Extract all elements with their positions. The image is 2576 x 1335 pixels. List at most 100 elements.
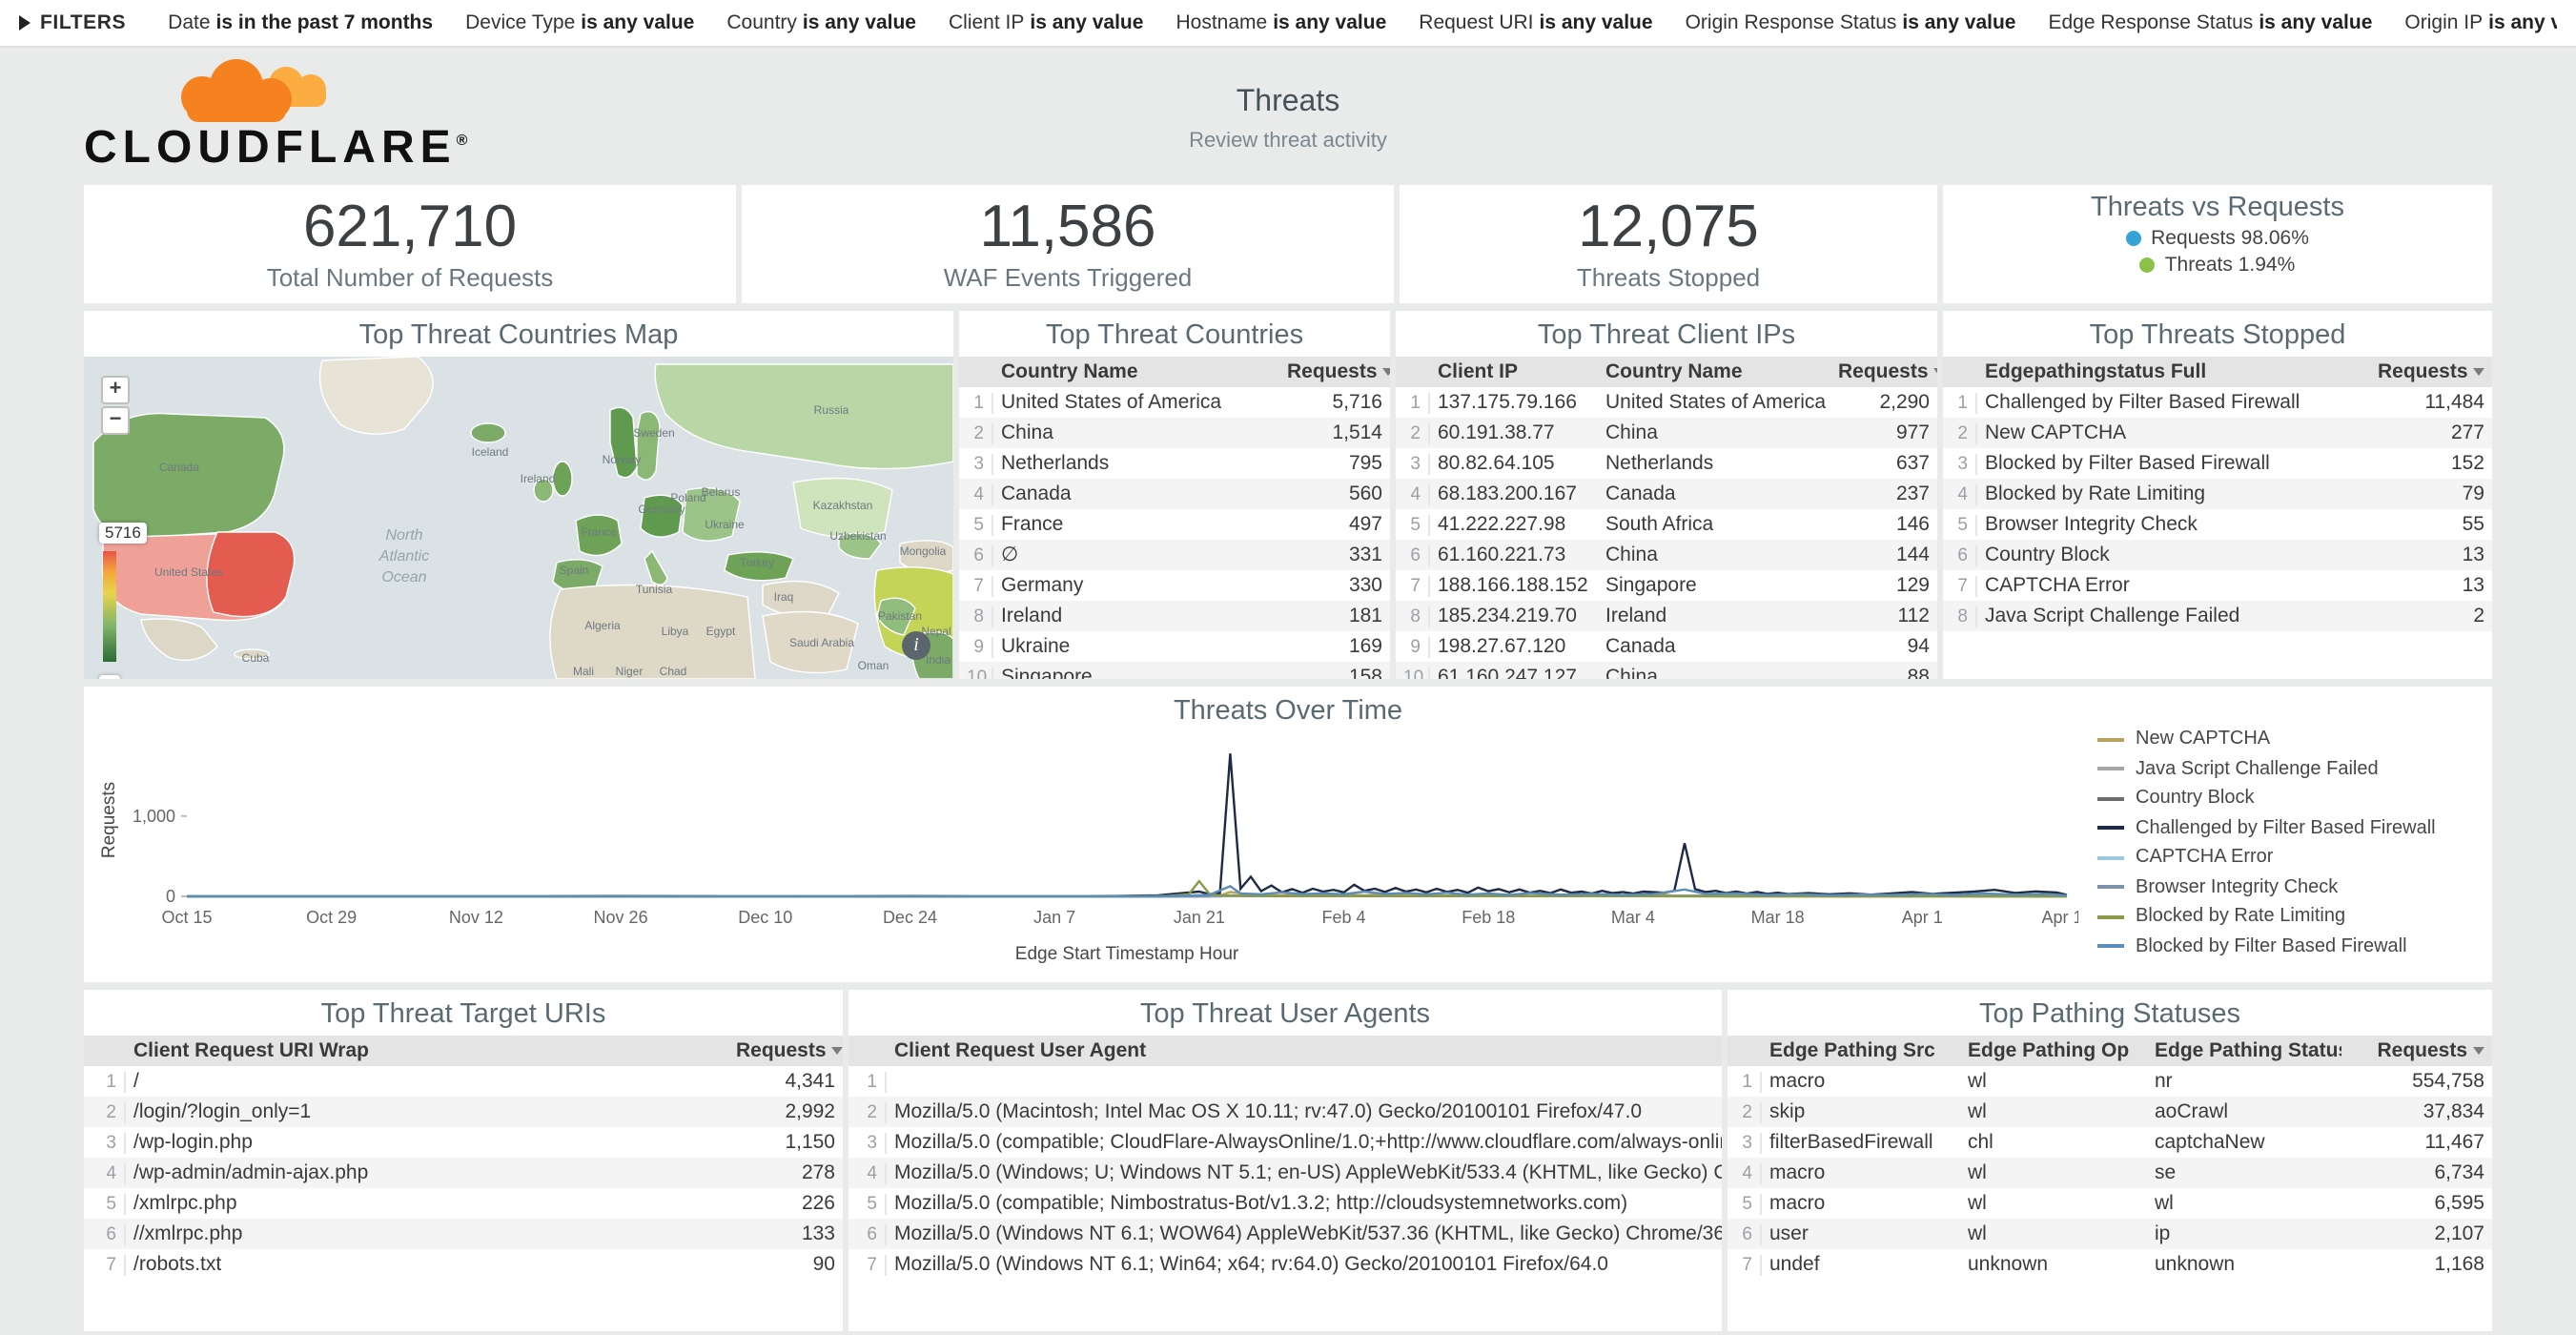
legend-item[interactable]: Blocked by Rate Limiting: [2097, 907, 2481, 928]
map-info-icon[interactable]: i: [902, 631, 930, 660]
legend-item[interactable]: Requests 98.06%: [2126, 227, 2309, 250]
threats-chart-svg[interactable]: 0 1,000 Oct 15 Oct 29 Nov 12 Nov 26 Dec 10 Dec …: [95, 732, 2078, 965]
table-row[interactable]: 1 137.175.79.166 United States of Americ…: [1396, 387, 1937, 418]
requests-sort-header[interactable]: Requests: [1830, 360, 1937, 383]
filter-chip[interactable]: Edge Response Status is any value: [2049, 11, 2373, 34]
requests-sort-header[interactable]: Requests: [2370, 360, 2492, 383]
legend-line-icon: [2097, 826, 2124, 831]
table-row[interactable]: 6 Country Block 13: [1943, 540, 2492, 570]
legend-item[interactable]: Browser Integrity Check: [2097, 877, 2481, 898]
table-row[interactable]: 3 Netherlands 795: [959, 448, 1390, 479]
filter-chip[interactable]: Device Type is any value: [465, 11, 694, 34]
requests-sort-header[interactable]: Requests: [728, 1039, 843, 1062]
map-zoom-control: + −: [101, 376, 130, 435]
zoom-in-button[interactable]: +: [101, 376, 130, 404]
requests-cell: 88: [1907, 666, 1930, 679]
table-row[interactable]: 4 /wp-admin/admin-ajax.php 278: [84, 1158, 843, 1188]
svg-text:0: 0: [166, 887, 175, 906]
table-row[interactable]: 5 Browser Integrity Check 55: [1943, 509, 2492, 540]
zoom-out-button[interactable]: −: [101, 406, 130, 435]
legend-label: Country Block: [2136, 788, 2255, 810]
table-row[interactable]: 1: [848, 1066, 1722, 1097]
filter-bar: FILTERS Date is in the past 7 months Dev…: [0, 0, 2576, 48]
legend-item[interactable]: Threats 1.94%: [2139, 254, 2295, 277]
table-row[interactable]: 9 198.27.67.120 Canada 94: [1396, 631, 1937, 662]
filter-chip[interactable]: Date is in the past 7 months: [168, 11, 433, 34]
country-name-cell: South Africa: [1605, 513, 1714, 536]
column-header: Country Name: [1605, 360, 1743, 383]
table-row[interactable]: 9 Ukraine 169: [959, 631, 1390, 662]
legend-item[interactable]: Challenged by Filter Based Firewall: [2097, 818, 2481, 839]
table-row[interactable]: 6 Mozilla/5.0 (Windows NT 6.1; WOW64) Ap…: [848, 1219, 1722, 1249]
table-row[interactable]: 6 //xmlrpc.php 133: [84, 1219, 843, 1249]
table-row[interactable]: 4 macro wl se 6,734: [1728, 1158, 2492, 1188]
legend-item[interactable]: CAPTCHA Error: [2097, 848, 2481, 869]
table-row[interactable]: 8 185.234.219.70 Ireland 112: [1396, 601, 1937, 631]
row-number: 6: [1396, 544, 1430, 565]
filter-field: Origin IP: [2404, 11, 2484, 34]
table-row[interactable]: 8 Java Script Challenge Failed 2: [1943, 601, 2492, 631]
legend-item[interactable]: New CAPTCHA: [2097, 729, 2481, 750]
legend-item[interactable]: Country Block: [2097, 789, 2481, 810]
tile-title: Top Threat User Agents: [1139, 999, 1431, 1030]
table-row[interactable]: 10 Singapore 158: [959, 662, 1390, 679]
filter-chip[interactable]: Request URI is any value: [1419, 11, 1652, 34]
table-row[interactable]: 5 Mozilla/5.0 (compatible; Nimbostratus-…: [848, 1188, 1722, 1219]
table-row[interactable]: 3 /wp-login.php 1,150: [84, 1127, 843, 1158]
filter-chip[interactable]: Hostname is any value: [1176, 11, 1386, 34]
map-label: Egypt: [706, 625, 736, 638]
table-row[interactable]: 8 Ireland 181: [959, 601, 1390, 631]
kpi-waf-events[interactable]: 11,586 WAF Events Triggered: [742, 185, 1394, 303]
table-row[interactable]: 5 France 497: [959, 509, 1390, 540]
table-row[interactable]: 1 Challenged by Filter Based Firewall 11…: [1943, 387, 2492, 418]
kpi-value: 12,075: [1578, 192, 1759, 259]
table-row[interactable]: 7 /robots.txt 90: [84, 1249, 843, 1280]
legend-item[interactable]: Blocked by Filter Based Firewall: [2097, 936, 2481, 957]
table-row[interactable]: 6 user wl ip 2,107: [1728, 1219, 2492, 1249]
table-row[interactable]: 2 /login/?login_only=1 2,992: [84, 1097, 843, 1127]
table-row[interactable]: 10 61.160.247.127 China 88: [1396, 662, 1937, 679]
table-row[interactable]: 4 68.183.200.167 Canada 237: [1396, 479, 1937, 509]
table-row[interactable]: 5 /xmlrpc.php 226: [84, 1188, 843, 1219]
requests-cell: 278: [801, 1161, 835, 1184]
table-row[interactable]: 2 New CAPTCHA 277: [1943, 418, 2492, 448]
table-row[interactable]: 7 Germany 330: [959, 570, 1390, 601]
kpi-total-requests[interactable]: 621,710 Total Number of Requests: [84, 185, 736, 303]
table-row[interactable]: 1 / 4,341: [84, 1066, 843, 1097]
filters-toggle[interactable]: FILTERS: [19, 11, 126, 34]
legend-item[interactable]: Java Script Challenge Failed: [2097, 759, 2481, 780]
table-row[interactable]: 2 China 1,514: [959, 418, 1390, 448]
filter-chip[interactable]: Origin IP is any value: [2404, 11, 2557, 34]
table-row[interactable]: 7 Mozilla/5.0 (Windows NT 6.1; Win64; x6…: [848, 1249, 1722, 1280]
table-row[interactable]: 4 Blocked by Rate Limiting 79: [1943, 479, 2492, 509]
country-name-cell: Singapore: [1605, 574, 1697, 597]
world-map[interactable]: Canada United States Cuba Iceland Ireland Nor…: [84, 356, 953, 679]
table-row[interactable]: 2 skip wl aoCrawl 37,834: [1728, 1097, 2492, 1127]
requests-sort-header[interactable]: Requests: [2341, 1039, 2492, 1062]
table-row[interactable]: 7 CAPTCHA Error 13: [1943, 570, 2492, 601]
country-name-cell: Canada: [1605, 635, 1676, 658]
table-row[interactable]: 4 Mozilla/5.0 (Windows; U; Windows NT 5.…: [848, 1158, 1722, 1188]
filter-field: Device Type: [465, 11, 576, 34]
table-row[interactable]: 2 Mozilla/5.0 (Macintosh; Intel Mac OS X…: [848, 1097, 1722, 1127]
table-row[interactable]: 1 macro wl nr 554,758: [1728, 1066, 2492, 1097]
table-row[interactable]: 7 undef unknown unknown 1,168: [1728, 1249, 2492, 1280]
table-row[interactable]: 2 60.191.38.77 China 977: [1396, 418, 1937, 448]
table-row[interactable]: 3 Blocked by Filter Based Firewall 152: [1943, 448, 2492, 479]
table-row[interactable]: 3 80.82.64.105 Netherlands 637: [1396, 448, 1937, 479]
table-row[interactable]: 1 United States of America 5,716: [959, 387, 1390, 418]
requests-sort-header[interactable]: Requests: [1279, 360, 1390, 383]
table-row[interactable]: 3 Mozilla/5.0 (compatible; CloudFlare-Al…: [848, 1127, 1722, 1158]
filter-chip[interactable]: Origin Response Status is any value: [1686, 11, 2016, 34]
table-row[interactable]: 7 188.166.188.152 Singapore 129: [1396, 570, 1937, 601]
filter-chip[interactable]: Country is any value: [726, 11, 916, 34]
kpi-threats-stopped[interactable]: 12,075 Threats Stopped: [1400, 185, 1937, 303]
table-row[interactable]: 6 61.160.221.73 China 144: [1396, 540, 1937, 570]
table-row[interactable]: 5 41.222.227.98 South Africa 146: [1396, 509, 1937, 540]
table-row[interactable]: 6 ∅ 331: [959, 540, 1390, 570]
legend-label: Challenged by Filter Based Firewall: [2136, 817, 2436, 839]
filter-chip[interactable]: Client IP is any value: [949, 11, 1143, 34]
table-row[interactable]: 5 macro wl wl 6,595: [1728, 1188, 2492, 1219]
table-row[interactable]: 4 Canada 560: [959, 479, 1390, 509]
table-row[interactable]: 3 filterBasedFirewall chl captchaNew 11,…: [1728, 1127, 2492, 1158]
